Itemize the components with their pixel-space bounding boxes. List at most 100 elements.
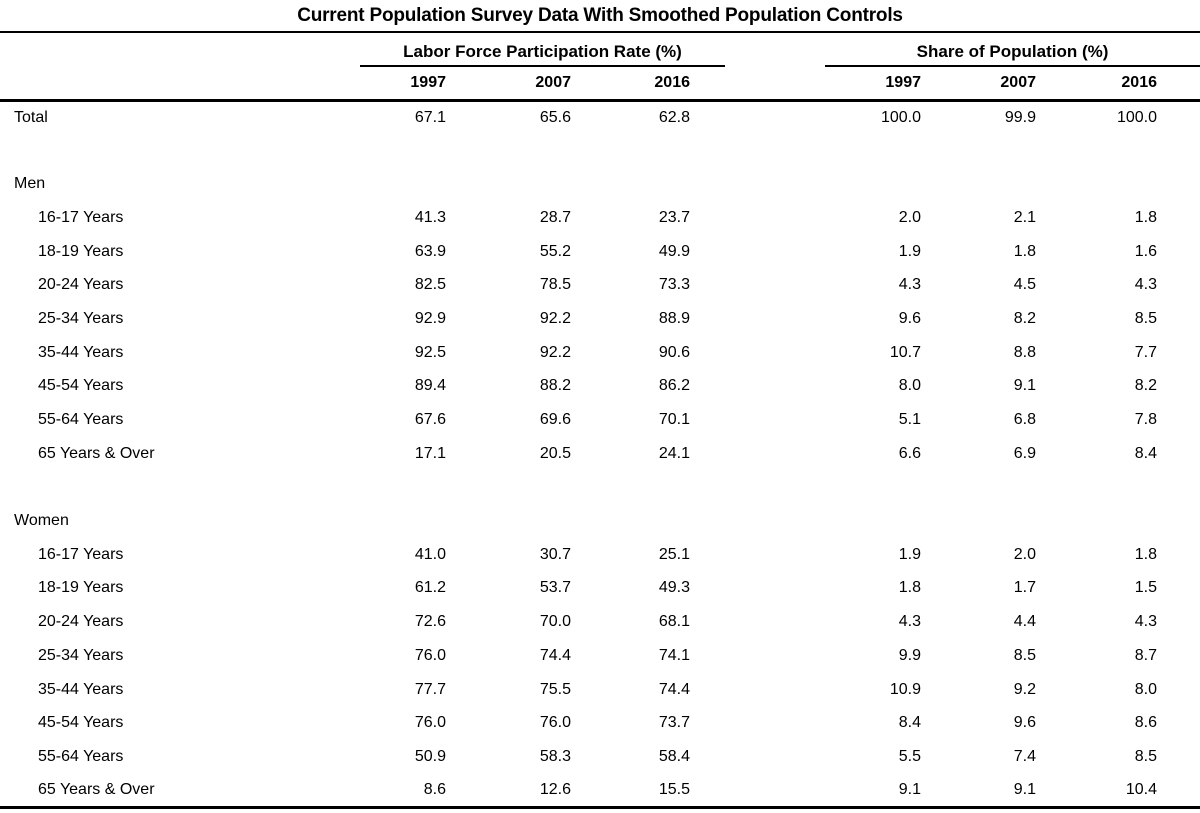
cell-share-2007: 8.8 [1013, 343, 1036, 361]
row-label: 55-64 Years [38, 411, 124, 429]
section-label: Women [14, 512, 69, 530]
cell-lfpr-1997: 77.7 [414, 680, 446, 698]
empty-cell [1040, 504, 1161, 538]
empty-cell [725, 167, 825, 201]
cell-lfpr-1997: 92.9 [414, 309, 446, 327]
cell-share-1997: 2.0 [898, 208, 921, 226]
table-row: 35-44 Years 92.5 92.2 90.6 10.7 8.8 7.7 [0, 336, 1200, 370]
empty-header-cell [0, 66, 360, 102]
cell-lfpr-2016: 49.3 [658, 579, 690, 597]
empty-cell [575, 167, 725, 201]
table-row: 25-34 Years 76.0 74.4 74.1 9.9 8.5 8.7 [0, 639, 1200, 673]
cell-share-2016: 10.4 [1125, 780, 1157, 798]
cell-share-2016: 1.5 [1134, 579, 1157, 597]
gap-cell [725, 706, 825, 740]
table-title: Current Population Survey Data With Smoo… [0, 0, 1200, 33]
cell-share-1997: 6.6 [898, 444, 921, 462]
cell-share-2007: 2.0 [1013, 545, 1036, 563]
cell-share-2016: 8.0 [1134, 680, 1157, 698]
year-header-share-2016: 2016 [1040, 66, 1161, 102]
cell-share-2016: 4.3 [1134, 276, 1157, 294]
cell-lfpr-2016: 74.4 [658, 680, 690, 698]
cell-share-2016: 7.7 [1134, 343, 1157, 361]
cell-lfpr-1997: 72.6 [414, 613, 446, 631]
empty-cell [360, 504, 450, 538]
gap-cell [725, 605, 825, 639]
cell-share-2016: 7.8 [1134, 411, 1157, 429]
cell-lfpr-2016: 49.9 [658, 242, 690, 260]
row-label: 16-17 Years [38, 208, 124, 226]
cell-lfpr-2016: 62.8 [658, 108, 690, 126]
empty-cell [1161, 167, 1200, 201]
cell-lfpr-1997: 76.0 [414, 714, 446, 732]
cell-lfpr-1997: 76.0 [414, 646, 446, 664]
cell-lfpr-2016: 90.6 [658, 343, 690, 361]
cell-share-2007: 4.5 [1013, 276, 1036, 294]
cell-lfpr-2016: 73.7 [658, 714, 690, 732]
gap-cell [725, 673, 825, 707]
gap-cell [725, 538, 825, 572]
cell-lfpr-1997: 82.5 [414, 276, 446, 294]
cell-share-2007: 4.4 [1013, 613, 1036, 631]
table-row: 55-64 Years 67.6 69.6 70.1 5.1 6.8 7.8 [0, 403, 1200, 437]
table-row: 65 Years & Over 17.1 20.5 24.1 6.6 6.9 8.4 [0, 437, 1200, 471]
gap-cell [725, 370, 825, 404]
empty-cell [825, 471, 925, 505]
row-label: 35-44 Years [38, 680, 124, 698]
row-label: 45-54 Years [38, 377, 124, 395]
population-survey-table: Labor Force Participation Rate (%) Share… [0, 33, 1200, 809]
empty-cell [450, 134, 575, 168]
cell-lfpr-2016: 68.1 [658, 613, 690, 631]
cell-lfpr-2007: 28.7 [539, 208, 571, 226]
cell-lfpr-2016: 23.7 [658, 208, 690, 226]
spacer-row [0, 134, 1200, 168]
section-row-women: Women [0, 504, 1200, 538]
cell-share-2007: 8.2 [1013, 309, 1036, 327]
edge-cell [1161, 673, 1200, 707]
section-label: Men [14, 175, 46, 193]
empty-cell [0, 134, 360, 168]
cell-lfpr-1997: 89.4 [414, 377, 446, 395]
empty-cell [925, 134, 1040, 168]
cell-lfpr-2016: 58.4 [658, 747, 690, 765]
gap-cell [725, 572, 825, 606]
empty-cell [1161, 134, 1200, 168]
empty-cell [725, 471, 825, 505]
cell-lfpr-2007: 70.0 [539, 613, 571, 631]
gap-cell [725, 100, 825, 134]
cell-lfpr-2016: 15.5 [658, 780, 690, 798]
cell-lfpr-1997: 92.5 [414, 343, 446, 361]
year-header-lfpr-2007: 2007 [450, 66, 575, 102]
cell-share-1997: 9.9 [898, 646, 921, 664]
year-header-lfpr-1997: 1997 [360, 66, 450, 102]
table-row: 55-64 Years 50.9 58.3 58.4 5.5 7.4 8.5 [0, 740, 1200, 774]
cell-share-1997: 1.9 [898, 242, 921, 260]
cell-share-2016: 8.7 [1134, 646, 1157, 664]
cell-share-2016: 1.6 [1134, 242, 1157, 260]
empty-cell [360, 167, 450, 201]
cell-share-2007: 7.4 [1013, 747, 1036, 765]
empty-header-cell [1161, 66, 1200, 102]
empty-cell [925, 504, 1040, 538]
cell-share-1997: 1.8 [898, 579, 921, 597]
cell-lfpr-2007: 12.6 [539, 780, 571, 798]
cell-share-2007: 9.2 [1013, 680, 1036, 698]
empty-cell [360, 471, 450, 505]
cell-share-1997: 9.6 [898, 309, 921, 327]
edge-cell [1161, 639, 1200, 673]
table-row: 25-34 Years 92.9 92.2 88.9 9.6 8.2 8.5 [0, 302, 1200, 336]
cell-share-1997: 8.0 [898, 377, 921, 395]
cell-share-2016: 100.0 [1116, 108, 1157, 126]
row-label: 25-34 Years [38, 309, 124, 327]
cell-share-1997: 1.9 [898, 545, 921, 563]
edge-cell [1161, 235, 1200, 269]
gap-cell [725, 302, 825, 336]
row-label: 35-44 Years [38, 343, 124, 361]
empty-cell [825, 504, 925, 538]
cell-share-1997: 4.3 [898, 276, 921, 294]
gap-cell [725, 437, 825, 471]
group-header-share: Share of Population (%) [825, 33, 1200, 67]
cell-share-2007: 1.7 [1013, 579, 1036, 597]
spacer-row [0, 471, 1200, 505]
